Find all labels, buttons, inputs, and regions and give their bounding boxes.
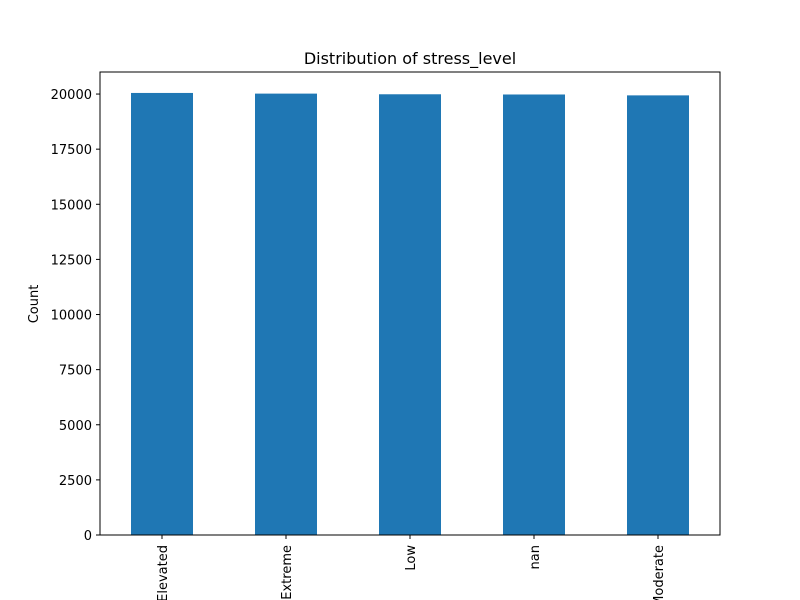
y-tick-label: 5000: [59, 419, 92, 434]
x-axis: Elevated Extreme Low nan Moderate: [156, 535, 667, 600]
bar-nan: [503, 94, 565, 536]
x-tick-label: Moderate: [652, 545, 667, 600]
plot-frame: [99, 71, 721, 536]
bars-group: [131, 92, 689, 536]
y-axis-label: Count: [27, 285, 42, 324]
y-tick-label: 0: [84, 529, 92, 544]
x-tick-label: Low: [404, 545, 419, 571]
x-tick-label: Extreme: [280, 545, 295, 600]
x-tick-label: Elevated: [156, 545, 171, 600]
bar-extreme: [255, 93, 317, 536]
bar-elevated: [131, 92, 193, 535]
y-tick-label: 17500: [51, 143, 92, 158]
bar-low: [379, 94, 441, 536]
y-tick-label: 15000: [51, 198, 92, 213]
x-tick-label: nan: [528, 545, 543, 569]
y-tick-label: 2500: [59, 474, 92, 489]
bar-moderate: [627, 95, 689, 536]
y-tick-label: 7500: [59, 364, 92, 379]
chart-title: Distribution of stress_level: [304, 49, 516, 69]
y-axis: 0 2500 5000 7500 10000 12500 15000 17500 20000: [51, 88, 100, 544]
y-tick-label: 20000: [51, 88, 92, 103]
y-tick-label: 10000: [51, 309, 92, 324]
y-tick-label: 12500: [51, 253, 92, 268]
